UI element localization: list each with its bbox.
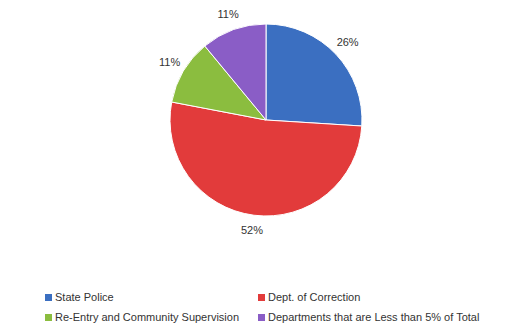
data-label: 26% <box>337 36 359 48</box>
legend-swatch <box>45 314 52 321</box>
legend: State Police Dept. of Correction Re-Entry … <box>45 291 479 323</box>
data-label: 11% <box>159 56 180 68</box>
data-label: 52% <box>241 224 263 236</box>
data-label: 11% <box>217 8 238 20</box>
legend-label: Departments that are Less than 5% of Tot… <box>268 311 479 323</box>
legend-swatch <box>258 294 265 301</box>
legend-label: Re-Entry and Community Supervision <box>55 311 239 323</box>
pie-slice <box>205 24 266 120</box>
pie <box>170 24 362 216</box>
legend-swatch <box>45 294 52 301</box>
legend-label: State Police <box>55 291 114 303</box>
pie-slice <box>266 24 362 126</box>
legend-swatch <box>258 314 265 321</box>
chart: 26% 52% 11% 11% State Police Dept. of Correct… <box>0 0 520 333</box>
legend-label: Dept. of Correction <box>268 291 360 303</box>
data-labels: 26% 52% 11% 11% <box>159 8 359 236</box>
